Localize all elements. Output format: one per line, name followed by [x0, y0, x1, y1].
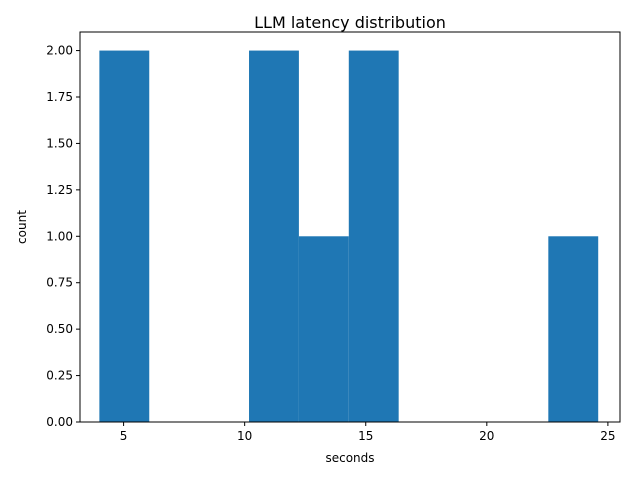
- y-tick-label: 2.00: [46, 44, 73, 58]
- histogram-bar-4: [298, 236, 349, 422]
- x-axis-ticks: 5 10 15 20 25: [120, 422, 616, 443]
- y-tick-label: 1.00: [46, 229, 73, 243]
- x-tick-label: 15: [358, 429, 373, 443]
- histogram-bar-9: [548, 236, 599, 422]
- y-tick-label: 1.25: [46, 183, 73, 197]
- y-tick-label: 0.50: [46, 322, 73, 336]
- y-axis-ticks: 0.00 0.25 0.50 0.75 1.00 1.25 1.50 1.75 2.00: [46, 44, 80, 429]
- y-tick-label: 1.75: [46, 90, 73, 104]
- histogram-bar-3: [249, 50, 299, 422]
- histogram-bars: [99, 50, 599, 422]
- plot-frame: [79, 31, 621, 423]
- y-tick-label: 0.00: [46, 415, 73, 429]
- x-tick-label: 20: [479, 429, 494, 443]
- y-tick-label: 0.25: [46, 369, 73, 383]
- y-axis-label: count: [15, 210, 29, 244]
- x-tick-label: 5: [120, 429, 128, 443]
- y-tick-label: 1.50: [46, 136, 73, 150]
- x-axis-label: seconds: [325, 451, 374, 465]
- x-tick-label: 25: [600, 429, 615, 443]
- chart-title: LLM latency distribution: [254, 13, 446, 32]
- x-tick-label: 10: [237, 429, 252, 443]
- y-tick-label: 0.75: [46, 276, 73, 290]
- histogram-bar-5: [348, 50, 399, 422]
- histogram-bar-0: [99, 50, 150, 422]
